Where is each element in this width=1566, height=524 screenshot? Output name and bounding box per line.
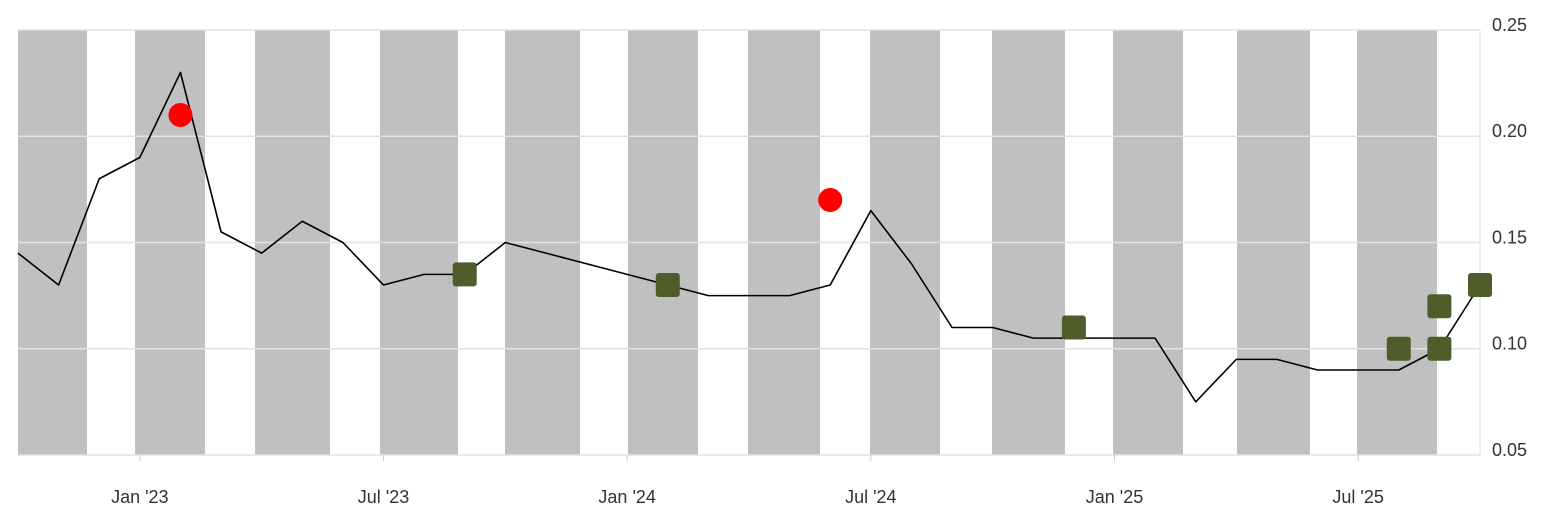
event-marker [1061, 315, 1086, 340]
y-tick-label: 0.15 [1492, 227, 1527, 247]
y-tick-label: 0.25 [1492, 15, 1527, 35]
event-marker [168, 103, 193, 127]
x-tick-label: Jul '25 [1332, 487, 1383, 507]
x-tick-label: Jul '23 [358, 487, 409, 507]
event-marker [1468, 273, 1492, 297]
event-marker [1427, 294, 1452, 319]
x-tick-label: Jan '25 [1086, 487, 1143, 507]
event-marker [818, 188, 843, 212]
event-marker [1386, 336, 1411, 361]
x-tick-label: Jan '23 [111, 487, 168, 507]
x-tick-label: Jul '24 [845, 487, 896, 507]
y-tick-label: 0.05 [1492, 440, 1527, 460]
price-line [17, 71, 1481, 403]
event-marker [452, 262, 477, 287]
y-tick-label: 0.10 [1492, 334, 1527, 354]
event-marker [1427, 336, 1452, 361]
y-tick-label: 0.20 [1492, 121, 1527, 141]
event-marker [655, 273, 680, 297]
x-tick-label: Jan '24 [598, 487, 655, 507]
